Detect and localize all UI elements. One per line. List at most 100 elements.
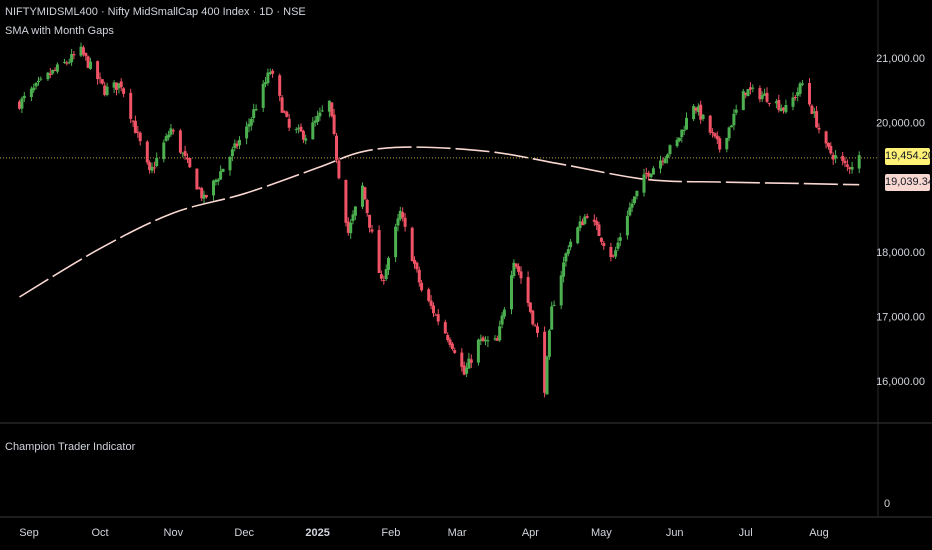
candle-up — [214, 178, 218, 186]
time-tick-label: May — [591, 527, 612, 539]
candle-body — [103, 85, 107, 95]
candle-down — [195, 168, 199, 190]
candle-body — [32, 87, 36, 91]
candle-body — [337, 160, 341, 179]
candle-up — [850, 161, 854, 174]
candle-body — [72, 54, 76, 56]
candle-body — [696, 106, 700, 112]
candle-body — [34, 82, 38, 87]
candle-body — [311, 122, 315, 140]
candle-up — [578, 215, 582, 232]
candle-down — [817, 123, 821, 134]
candle-body — [798, 83, 802, 94]
price-tick-label: 20,000.00 — [876, 118, 925, 130]
candle-body — [701, 114, 705, 119]
champion-indicator-label[interactable]: Champion Trader Indicator — [5, 441, 136, 453]
candle-body — [536, 326, 539, 333]
candle-up — [857, 151, 861, 174]
candle-body — [368, 214, 372, 228]
candle-down — [119, 78, 123, 92]
candle-body — [117, 83, 121, 89]
candle-body — [831, 154, 835, 160]
candle-up — [559, 270, 563, 310]
candle-down — [271, 68, 275, 78]
candle-body — [247, 123, 251, 127]
candle-up — [791, 92, 795, 111]
candle-body — [782, 107, 785, 111]
candle-body — [618, 237, 622, 241]
candle-body — [559, 275, 563, 306]
candle-down — [122, 87, 126, 98]
candle-body — [677, 137, 681, 141]
candle-body — [133, 120, 137, 134]
candle-down — [133, 115, 137, 134]
candle-down — [183, 145, 187, 160]
candle-body — [136, 131, 140, 133]
chart-grid — [0, 0, 932, 518]
candle-up — [734, 104, 738, 116]
candle-down — [758, 85, 762, 103]
candle-body — [616, 242, 620, 249]
candle-body — [266, 72, 270, 83]
candle-down — [344, 179, 348, 227]
candle-down — [845, 159, 849, 172]
sma-indicator-label[interactable]: SMA with Month Gaps — [5, 25, 114, 37]
candle-body — [758, 88, 762, 100]
candle-down — [748, 82, 752, 95]
candle-up — [576, 226, 580, 245]
candle-body — [547, 330, 551, 357]
symbol-title[interactable]: NIFTYMIDSML400 · Nifty MidSmallCap 400 I… — [5, 6, 306, 18]
candle-body — [734, 109, 738, 113]
candle-down — [744, 92, 748, 99]
candle-down — [235, 140, 239, 150]
candle-up — [252, 103, 256, 123]
candle-body — [576, 227, 580, 244]
candle-body — [531, 310, 535, 325]
candle-body — [808, 83, 811, 105]
candle-body — [725, 137, 729, 150]
candle-body — [519, 271, 523, 279]
candle-down — [462, 361, 466, 376]
candle-up — [55, 62, 59, 74]
candle-up — [779, 104, 783, 112]
candle-body — [533, 325, 537, 327]
candle-down — [599, 237, 603, 245]
candle-body — [446, 335, 450, 340]
candle-down — [450, 342, 454, 351]
candle-body — [564, 253, 568, 262]
candle-body — [119, 81, 123, 88]
candle-down — [417, 266, 421, 287]
candle-body — [370, 229, 374, 232]
candle-body — [29, 88, 33, 97]
candle-body — [249, 119, 253, 126]
candle-up — [245, 121, 249, 145]
candle-body — [552, 304, 556, 306]
candle-body — [694, 107, 698, 111]
candle-up — [67, 58, 71, 65]
candle-up — [562, 256, 566, 283]
candle-down — [708, 114, 712, 135]
candle-body — [462, 365, 466, 375]
candle-body — [812, 111, 816, 114]
candle-down — [382, 275, 386, 285]
candle-up — [812, 107, 816, 118]
candle-body — [238, 139, 241, 146]
candle-body — [152, 167, 156, 169]
candle-up — [701, 114, 705, 122]
candle-body — [285, 111, 289, 117]
candle-down — [448, 337, 452, 348]
candle-down — [72, 51, 76, 60]
candle-down — [413, 256, 416, 269]
candle-up — [677, 137, 681, 143]
candle-body — [129, 92, 133, 119]
candle-down — [337, 157, 341, 180]
candle-body — [848, 167, 852, 169]
candle-body — [344, 180, 348, 223]
candle-down — [533, 323, 537, 327]
candle-down — [848, 166, 852, 174]
time-tick-label: Nov — [164, 527, 184, 539]
candle-body — [155, 157, 159, 167]
time-tick-label: Jun — [666, 527, 684, 539]
candle-up — [484, 336, 487, 346]
